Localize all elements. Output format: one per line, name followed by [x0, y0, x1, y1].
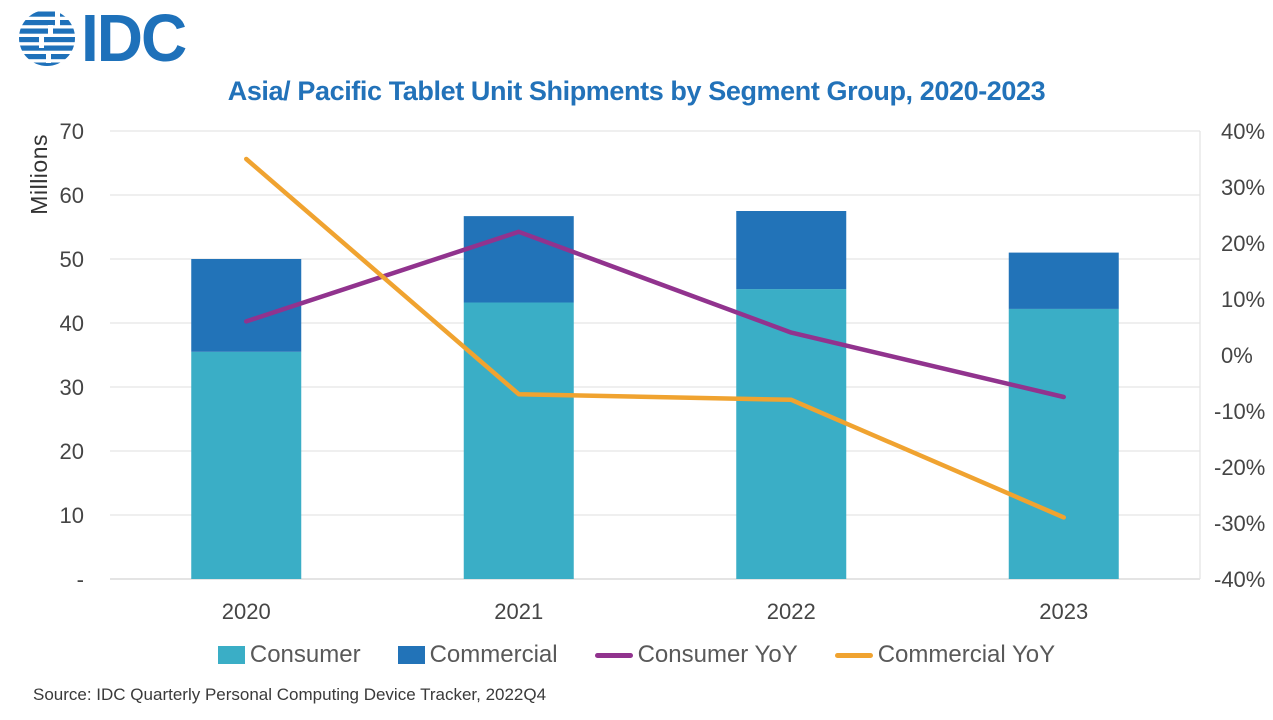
- legend-label-consumer: Consumer: [249, 641, 361, 668]
- left-axis-tick-label: 30: [60, 375, 84, 400]
- right-axis-tick-label: 0%: [1221, 343, 1253, 368]
- x-axis-label-2023: 2023: [1039, 599, 1088, 624]
- bar-consumer-2020: [191, 351, 302, 579]
- left-axis-tick-label: 40: [60, 311, 84, 336]
- left-axis-title: Millions: [26, 134, 52, 215]
- legend-item-commercial: Commercial: [397, 641, 558, 669]
- consumer-yoy-line-icon: [594, 652, 633, 658]
- right-axis-tick-label: 20%: [1221, 231, 1265, 256]
- bar-commercial-2021: [463, 216, 574, 303]
- left-axis-tick-label: 70: [60, 119, 84, 144]
- consumer-swatch-icon: [217, 646, 245, 664]
- right-axis-tick-label: 40%: [1221, 119, 1265, 144]
- legend-item-consumer: Consumer: [217, 641, 361, 669]
- legend-label-consumer-yoy: Consumer YoY: [637, 641, 798, 668]
- commercial-swatch-icon: [397, 646, 425, 664]
- idc-globe-icon: [19, 10, 75, 66]
- left-axis-tick-label: 10: [60, 503, 84, 528]
- right-axis-tick-label: -30%: [1214, 511, 1265, 536]
- right-axis-tick-label: 30%: [1221, 175, 1265, 200]
- left-axis-tick-label: 50: [60, 247, 84, 272]
- right-axis-tick-label: -40%: [1214, 567, 1265, 592]
- left-axis-tick-label: -: [77, 567, 84, 592]
- bar-consumer-2023: [1008, 308, 1119, 579]
- x-axis-label-2020: 2020: [222, 599, 271, 624]
- bar-consumer-2021: [463, 302, 574, 579]
- chart-title: Asia/ Pacific Tablet Unit Shipments by S…: [227, 76, 1046, 106]
- commercial-yoy-line-icon: [834, 652, 873, 658]
- legend-item-consumer-yoy: Consumer YoY: [594, 641, 798, 669]
- line-commercial-yoy: [244, 156, 1066, 520]
- legend-item-commercial-yoy: Commercial YoY: [834, 641, 1056, 669]
- right-axis-tick-label: -20%: [1214, 455, 1265, 480]
- bar-commercial-2022: [736, 211, 847, 290]
- source-note: Source: IDC Quarterly Personal Computing…: [33, 685, 547, 704]
- left-axis-tick-label: 20: [60, 439, 84, 464]
- bar-consumer-2022: [736, 289, 847, 579]
- idc-logo: IDC: [18, 0, 187, 76]
- idc-logo-text: IDC: [81, 0, 187, 76]
- right-axis-tick-label: 10%: [1221, 287, 1265, 312]
- legend-label-commercial-yoy: Commercial YoY: [877, 641, 1056, 668]
- bar-commercial-2023: [1008, 252, 1119, 309]
- line-consumer-yoy: [244, 229, 1066, 400]
- bar-commercial-2020: [191, 259, 302, 352]
- right-axis-tick-label: -10%: [1214, 399, 1265, 424]
- x-axis-label-2021: 2021: [494, 599, 543, 624]
- x-axis-label-2022: 2022: [767, 599, 816, 624]
- left-axis-tick-label: 60: [60, 183, 84, 208]
- legend-label-commercial: Commercial: [429, 641, 558, 668]
- legend: Consumer Commercial Consumer YoY Commerc…: [0, 641, 1273, 669]
